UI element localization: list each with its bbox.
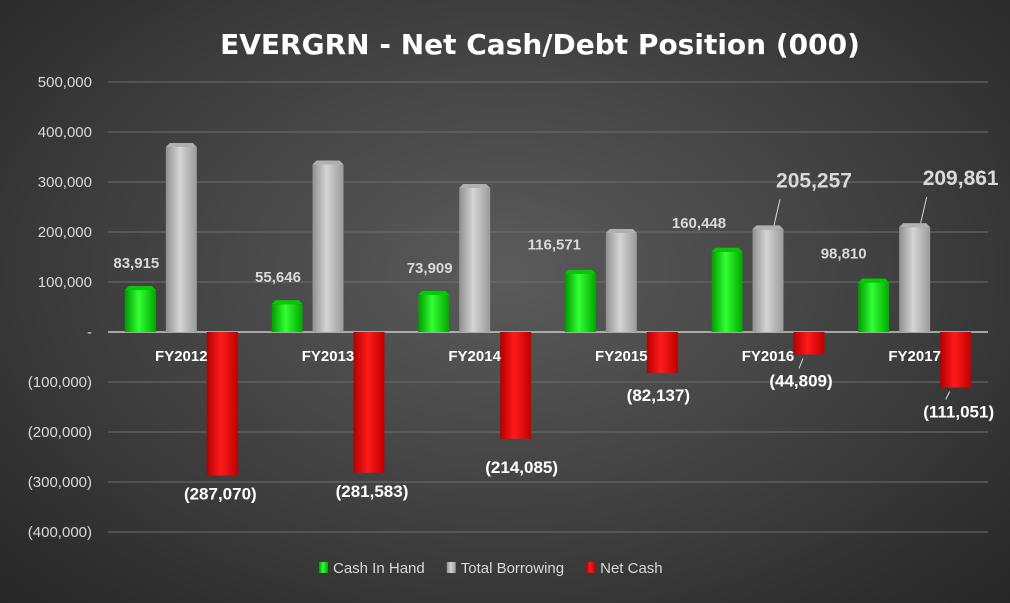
bars [124, 143, 972, 476]
data-label-cash-in-hand: 160,448 [672, 215, 726, 232]
bar-total-borrowing [165, 147, 197, 332]
bar-cash-in-hand [564, 273, 596, 332]
data-label-total-borrowing: 209,861 [923, 167, 999, 190]
data-label-net-cash: (281,583) [336, 482, 409, 501]
bar-cap [605, 229, 637, 233]
legend-label: Net Cash [600, 560, 663, 577]
bar-cash-in-hand [711, 251, 743, 332]
bar-cap [418, 291, 450, 296]
bar-cap [271, 300, 303, 305]
data-labels: FY2012 FY2013 FY2014 FY2015 FY2016 FY2017 83,9… [113, 167, 999, 503]
data-label-total-borrowing: 205,257 [776, 169, 852, 192]
bar-net-cash [500, 332, 532, 440]
data-label-net-cash: (287,070) [184, 485, 257, 504]
bar-cap [564, 269, 596, 274]
y-tick-label: 400,000 [38, 124, 92, 141]
bar-net-cash [940, 332, 972, 388]
bar-cap [899, 223, 931, 228]
bar-cap [858, 278, 890, 283]
bar-cash-in-hand [271, 304, 303, 332]
y-tick-label: 100,000 [38, 274, 92, 291]
x-tick-label: FY2017 [888, 348, 941, 365]
legend-swatch [319, 562, 328, 573]
data-label-cash-in-hand: 83,915 [113, 255, 159, 272]
x-tick-label: FY2012 [155, 348, 208, 365]
bar-total-borrowing [605, 233, 637, 332]
bar-total-borrowing [752, 229, 784, 332]
bar-cap [752, 225, 784, 230]
bar-cap [124, 286, 156, 291]
data-label-cash-in-hand: 98,810 [821, 246, 867, 263]
bar-cap [165, 143, 197, 147]
y-tick-label: 300,000 [38, 174, 92, 191]
y-tick-label: 500,000 [38, 74, 92, 91]
bar-total-borrowing [899, 227, 931, 332]
y-tick-label: (400,000) [28, 524, 92, 541]
leader-line [798, 358, 804, 369]
data-label-cash-in-hand: 116,571 [528, 237, 581, 254]
bar-cap [711, 247, 743, 252]
data-label-net-cash: (214,085) [485, 458, 558, 477]
legend-label: Cash In Hand [333, 560, 425, 577]
chart-title: EVERGRN - Net Cash/Debt Position (000) [220, 28, 860, 61]
bar-total-borrowing [312, 164, 344, 332]
legend-swatch [586, 562, 596, 573]
bar-cap [459, 184, 491, 188]
bar-cash-in-hand [858, 282, 890, 332]
data-label-cash-in-hand: 55,646 [255, 269, 301, 286]
bar-net-cash [646, 332, 678, 374]
bar-cap [312, 160, 344, 165]
x-tick-label: FY2016 [742, 348, 795, 365]
y-tick-label: (100,000) [28, 374, 92, 391]
bar-net-cash [206, 332, 238, 476]
x-tick-label: FY2014 [448, 348, 501, 365]
y-tick-label: (200,000) [28, 424, 92, 441]
leader-line [945, 391, 951, 400]
y-tick-label: - [87, 324, 92, 341]
bar-net-cash [793, 332, 825, 355]
x-tick-label: FY2013 [302, 348, 355, 365]
legend-label: Total Borrowing [461, 560, 564, 577]
gridlines [108, 81, 988, 533]
y-tick-label: (300,000) [28, 474, 92, 491]
data-label-cash-in-hand: 73,909 [407, 260, 453, 277]
y-tick-label: 200,000 [38, 224, 92, 241]
y-axis: 500,000 400,000 300,000 200,000 100,000 - (100… [28, 74, 988, 541]
data-label-net-cash: (44,809) [769, 371, 832, 390]
leader-line [773, 199, 781, 226]
leader-line [920, 196, 928, 224]
bar-cash-in-hand [418, 295, 450, 332]
data-label-net-cash: (111,051) [923, 403, 994, 422]
bar-total-borrowing [459, 188, 491, 332]
legend-swatch [446, 562, 456, 573]
legend: Cash In Hand Total Borrowing Net Cash [319, 560, 663, 577]
bar-cash-in-hand [124, 290, 156, 332]
bar-net-cash [353, 332, 385, 473]
data-label-net-cash: (82,137) [627, 386, 690, 405]
x-tick-label: FY2015 [595, 348, 648, 365]
